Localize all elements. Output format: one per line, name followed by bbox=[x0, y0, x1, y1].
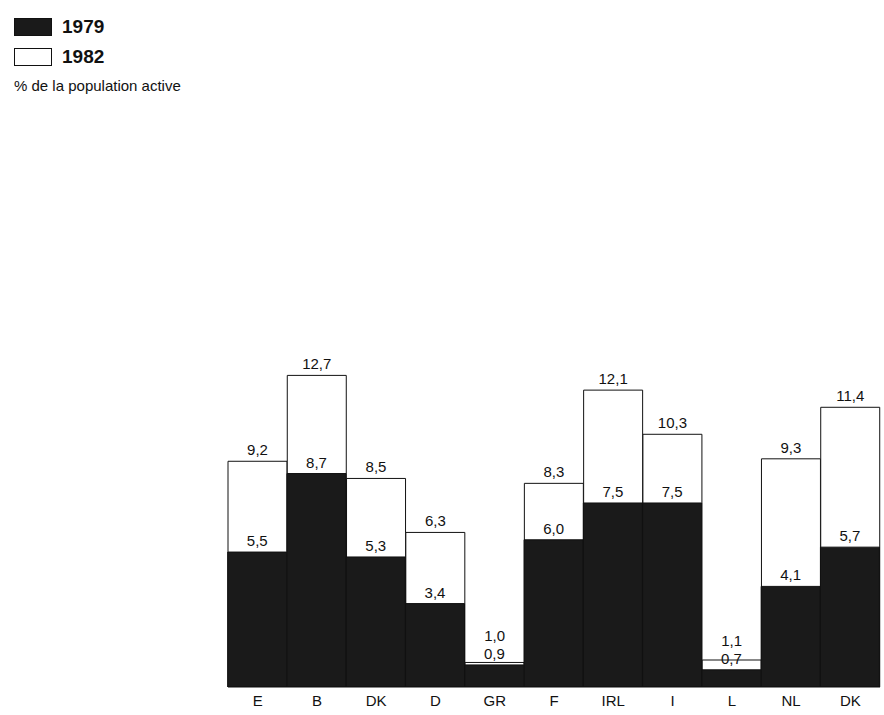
svg-text:IRL: IRL bbox=[602, 692, 625, 709]
svg-text:3,4: 3,4 bbox=[425, 584, 446, 601]
svg-text:0,9: 0,9 bbox=[484, 645, 505, 662]
svg-text:5,3: 5,3 bbox=[365, 537, 386, 554]
svg-text:5,5: 5,5 bbox=[247, 532, 268, 549]
svg-text:F: F bbox=[549, 692, 558, 709]
svg-text:12,1: 12,1 bbox=[599, 370, 628, 387]
html-text:1979: 1979 bbox=[62, 16, 105, 37]
svg-text:7,5: 7,5 bbox=[662, 483, 683, 500]
svg-text:D: D bbox=[430, 692, 441, 709]
svg-text:0,7: 0,7 bbox=[721, 650, 742, 667]
svg-text:11,4: 11,4 bbox=[836, 387, 864, 404]
svg-text:NL: NL bbox=[781, 692, 800, 709]
svg-text:GR: GR bbox=[483, 692, 506, 709]
html-text:% de la population active: % de la population active bbox=[14, 77, 181, 94]
svg-text:8,7: 8,7 bbox=[306, 454, 327, 471]
svg-text:8,3: 8,3 bbox=[543, 463, 564, 480]
svg-text:4,1: 4,1 bbox=[780, 566, 801, 583]
svg-text:1,1: 1,1 bbox=[721, 632, 742, 649]
svg-text:6,0: 6,0 bbox=[543, 520, 564, 537]
svg-text:9,3: 9,3 bbox=[781, 439, 802, 456]
svg-text:6,3: 6,3 bbox=[425, 512, 446, 529]
svg-text:L: L bbox=[728, 692, 736, 709]
svg-text:12,7: 12,7 bbox=[302, 355, 331, 372]
svg-text:7,5: 7,5 bbox=[602, 483, 623, 500]
svg-text:8,5: 8,5 bbox=[366, 458, 387, 475]
svg-text:10,3: 10,3 bbox=[658, 414, 687, 431]
svg-text:I: I bbox=[670, 692, 674, 709]
svg-text:DK: DK bbox=[366, 692, 387, 709]
svg-text:B: B bbox=[312, 692, 322, 709]
html-text:1982: 1982 bbox=[62, 46, 105, 67]
svg-text:1,0: 1,0 bbox=[484, 627, 505, 644]
svg-text:DK: DK bbox=[840, 692, 861, 709]
svg-text:9,2: 9,2 bbox=[247, 441, 268, 458]
svg-text:5,7: 5,7 bbox=[840, 527, 861, 544]
svg-text:E: E bbox=[253, 692, 263, 709]
